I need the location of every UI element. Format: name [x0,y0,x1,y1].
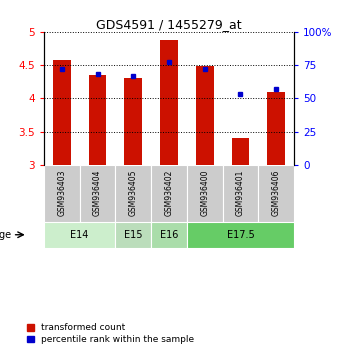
Text: GSM936401: GSM936401 [236,170,245,216]
Text: GSM936404: GSM936404 [93,170,102,217]
Bar [151,222,187,248]
Bar [160,40,178,165]
Text: GSM936406: GSM936406 [272,170,281,217]
Bar [151,165,187,222]
Text: age: age [0,230,11,240]
Bar [124,78,142,165]
Legend: transformed count, percentile rank within the sample: transformed count, percentile rank withi… [25,322,196,346]
Bar [223,165,258,222]
Text: E15: E15 [124,230,143,240]
Text: GSM936402: GSM936402 [165,170,173,216]
Text: E14: E14 [71,230,89,240]
Text: GSM936403: GSM936403 [57,170,66,217]
Bar [115,222,151,248]
Text: GSM936405: GSM936405 [129,170,138,217]
Bar [44,165,80,222]
Text: GSM936400: GSM936400 [200,170,209,217]
Bar [44,222,115,248]
Bar [187,222,294,248]
Bar [232,138,249,165]
Text: E16: E16 [160,230,178,240]
Bar [53,60,71,165]
Bar [115,165,151,222]
Bar [80,165,115,222]
Bar [258,165,294,222]
Bar [267,92,285,165]
Bar [89,75,106,165]
Bar [187,165,223,222]
Bar [196,67,214,165]
Text: E17.5: E17.5 [226,230,254,240]
Title: GDS4591 / 1455279_at: GDS4591 / 1455279_at [96,18,242,31]
